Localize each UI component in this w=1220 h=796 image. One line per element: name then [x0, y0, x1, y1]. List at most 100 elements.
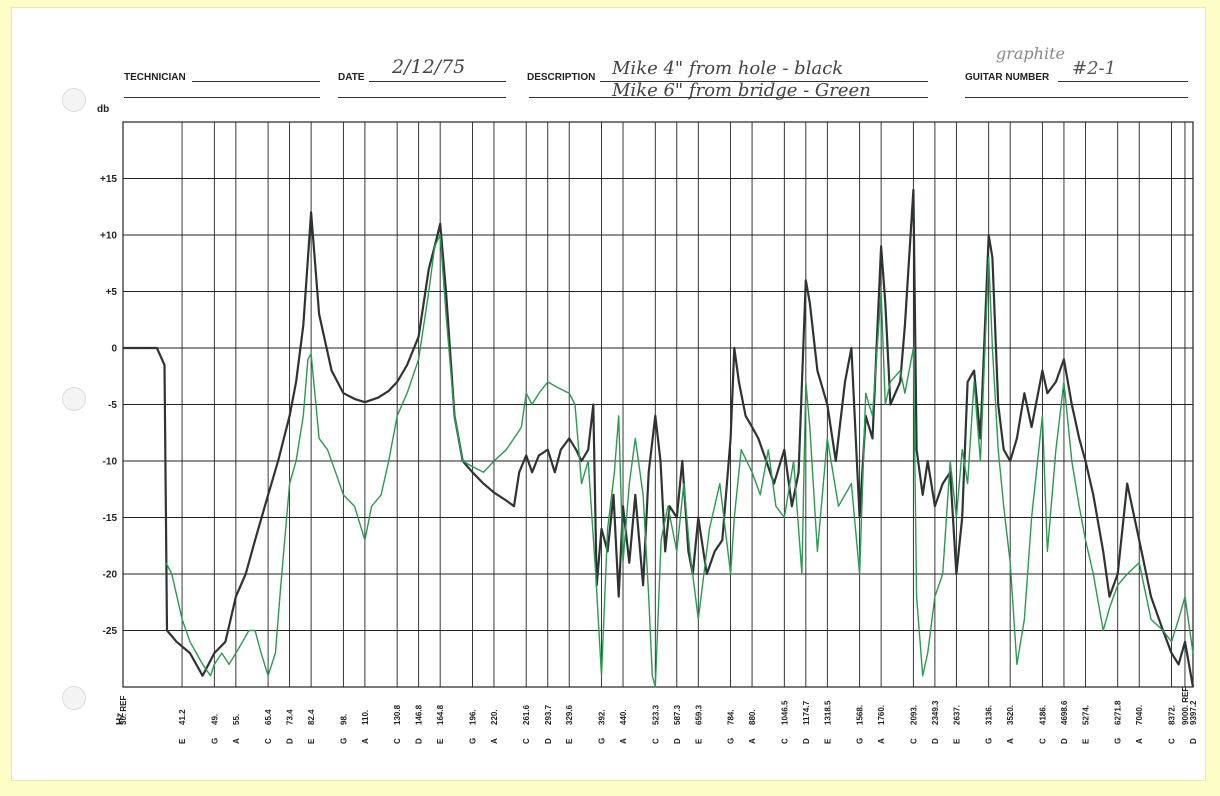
technician-line: [192, 81, 320, 82]
y-tick-label: +5: [106, 287, 118, 298]
note-label: G: [1114, 738, 1123, 744]
note-label: D: [673, 738, 682, 744]
note-label: C: [1038, 738, 1047, 744]
note-label: E: [307, 738, 316, 744]
date-line: [369, 81, 506, 82]
y-tick-label: -20: [103, 570, 118, 581]
note-label: G: [856, 738, 865, 744]
x-tick-label: 146.8: [415, 704, 424, 725]
x-tick-label: 523.3: [651, 704, 660, 725]
x-axis-ticks: 30. REF 41.2 E 49. G 55. A 65.4 C 73.4 D 82.4 E 98. G 1…: [119, 687, 1198, 744]
note-label: D: [1189, 738, 1198, 744]
note-label: G: [339, 738, 348, 744]
x-tick-label: 110.: [361, 710, 370, 725]
chart-grid: [122, 121, 1194, 688]
date-value: 2/12/75: [392, 56, 466, 78]
y-tick-label: +15: [100, 174, 117, 185]
x-tick-label: 164.8: [436, 704, 445, 725]
guitar-number-value: #2-1: [1072, 58, 1117, 79]
x-tick-label: 55.: [232, 714, 241, 725]
note-label: E: [565, 738, 574, 744]
note-label: C: [909, 738, 918, 744]
note-label: C: [264, 738, 273, 744]
description-line-2: Mike 6" from bridge - Green: [612, 80, 871, 101]
x-tick-label: 7040.: [1135, 705, 1144, 725]
guitar-number-line: [1058, 81, 1188, 82]
date-label: DATE: [338, 72, 365, 83]
x-tick-label: 2093.: [909, 705, 918, 725]
date-line-2: [338, 97, 506, 98]
x-tick-label: 4186.: [1038, 705, 1047, 725]
note-label: G: [468, 738, 477, 744]
x-tick-label: 3520.: [1006, 705, 1015, 725]
note-label: E: [436, 738, 445, 744]
x-tick-label: 880.: [748, 709, 757, 725]
x-tick-label: 6271.8: [1114, 700, 1123, 725]
x-tick-label: 82.4: [307, 709, 316, 725]
x-tick-label: 293.7: [544, 704, 553, 725]
x-tick-label: 2637.: [952, 705, 961, 725]
y-tick-label: +10: [100, 231, 117, 242]
note-label: D: [931, 738, 940, 744]
series-line-black: [123, 188, 1195, 688]
technician-label: TECHNICIAN: [124, 72, 186, 83]
x-tick-label: 3136.: [985, 705, 994, 725]
note-label: D: [802, 738, 811, 744]
x-tick-label: 784.: [727, 709, 736, 725]
note-label: G: [985, 738, 994, 744]
note-label: G: [210, 738, 219, 744]
description-line: [600, 81, 928, 82]
note-label: A: [1006, 738, 1015, 744]
note-label: E: [694, 738, 703, 744]
x-tick-label: 73.4: [286, 709, 295, 725]
x-tick-label: 65.4: [264, 709, 273, 725]
description-line-1: Mike 4" from hole - black: [612, 58, 844, 79]
technician-line-2: [124, 97, 320, 98]
x-tick-label: 130.8: [393, 704, 402, 725]
note-label: E: [823, 738, 832, 744]
x-tick-label: 98.: [339, 714, 348, 725]
y-tick-label: -10: [103, 457, 118, 468]
note-label: A: [877, 738, 886, 744]
y-axis-label: db: [97, 104, 109, 115]
guitar-note: graphite: [996, 44, 1065, 63]
note-label: C: [393, 738, 402, 744]
binder-hole-middle: [62, 387, 86, 411]
y-tick-label: -15: [103, 513, 118, 524]
x-tick-label: 1760.: [877, 705, 886, 725]
note-label: E: [178, 738, 187, 744]
note-label: G: [727, 738, 736, 744]
note-label: C: [780, 738, 789, 744]
x-tick-label: 4698.6: [1060, 700, 1069, 725]
x-axis-label: Hz: [115, 713, 126, 725]
series-line-green: [165, 234, 1194, 688]
x-tick-label: 1318.5: [823, 700, 832, 725]
note-label: D: [415, 738, 424, 744]
guitar-number-line-2: [965, 97, 1188, 98]
x-tick-label: 1174.7: [802, 700, 811, 725]
note-label: C: [522, 738, 531, 744]
y-axis-ticks: +15 +10 +5 0 -5 -10 -15 -20 -25: [100, 174, 117, 637]
y-tick-label: -25: [103, 626, 118, 637]
note-label: C: [1167, 738, 1176, 744]
data-sheet: [12, 8, 1205, 780]
x-tick-label: 1568.: [856, 705, 865, 725]
x-tick-label: 659.3: [694, 704, 703, 725]
x-tick-label: 329.6: [565, 704, 574, 725]
note-label: A: [748, 738, 757, 744]
note-label: A: [361, 738, 370, 744]
x-tick-label: 587.3: [673, 704, 682, 725]
description-line-b: [529, 97, 928, 98]
note-label: E: [1081, 738, 1090, 744]
note-label: D: [286, 738, 295, 744]
x-tick-label: 261.6: [522, 704, 531, 725]
guitar-number-label: GUITAR NUMBER: [965, 72, 1050, 83]
y-tick-label: -5: [108, 400, 117, 411]
x-tick-label: 1046.5: [780, 700, 789, 725]
x-tick-label: 9397.2: [1189, 700, 1198, 725]
x-tick-label: 8372.: [1167, 705, 1176, 725]
note-label: A: [1135, 738, 1144, 744]
note-label: G: [598, 738, 607, 744]
x-tick-label: 220.: [490, 709, 499, 725]
